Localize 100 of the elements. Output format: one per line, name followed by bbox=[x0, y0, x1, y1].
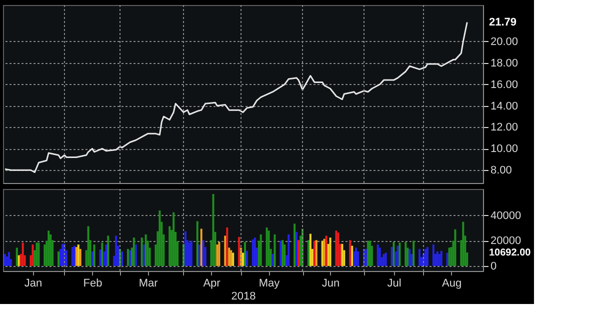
bar bbox=[376, 244, 379, 266]
bar bbox=[436, 251, 438, 266]
bar bbox=[418, 248, 421, 266]
bar bbox=[268, 230, 270, 266]
x-tick-label: May bbox=[258, 278, 280, 290]
bar bbox=[296, 232, 298, 266]
bar bbox=[242, 252, 244, 266]
x-tick-label: Jun bbox=[322, 278, 340, 290]
bar bbox=[212, 194, 214, 266]
bar bbox=[246, 250, 248, 266]
bar bbox=[198, 244, 200, 266]
x-axis-title: 2018 bbox=[231, 290, 256, 302]
bar bbox=[335, 230, 338, 266]
bar bbox=[105, 244, 108, 266]
y-tick-label: 40000 bbox=[490, 210, 522, 222]
y-tick-label: 0 bbox=[490, 260, 497, 272]
x-tick-label: Jan bbox=[24, 278, 42, 290]
bar bbox=[44, 244, 46, 266]
bar bbox=[58, 251, 60, 266]
bar bbox=[288, 234, 290, 266]
bar bbox=[232, 252, 234, 266]
y-tick-label: 8.00 bbox=[490, 164, 512, 177]
bar bbox=[368, 240, 371, 266]
bar bbox=[349, 240, 352, 266]
bar bbox=[87, 226, 90, 266]
x-tick-label: Apr bbox=[203, 278, 221, 290]
bar bbox=[366, 240, 369, 266]
bar bbox=[230, 250, 232, 266]
bar bbox=[4, 254, 6, 266]
bar bbox=[121, 251, 124, 266]
bar bbox=[298, 240, 300, 266]
y-tick-label: 18.00 bbox=[490, 57, 518, 70]
bar bbox=[196, 221, 198, 266]
bar bbox=[309, 234, 312, 266]
x-tick-label: Jul bbox=[387, 278, 402, 290]
bar bbox=[384, 252, 387, 266]
bar bbox=[107, 236, 110, 266]
bar bbox=[218, 242, 220, 266]
bar bbox=[77, 244, 80, 266]
x-tick-label: Feb bbox=[83, 278, 102, 290]
line-series bbox=[4, 22, 468, 174]
bar bbox=[307, 240, 310, 266]
bar bbox=[36, 242, 38, 266]
bar bbox=[396, 246, 399, 266]
bar bbox=[115, 236, 118, 266]
x-tick-label: Aug bbox=[442, 278, 462, 290]
bar bbox=[158, 210, 161, 266]
bar bbox=[228, 248, 230, 266]
bar bbox=[101, 242, 104, 266]
bar bbox=[294, 224, 296, 266]
x-tick-label: Mar bbox=[138, 278, 158, 290]
bar bbox=[432, 244, 434, 266]
bar bbox=[244, 242, 246, 266]
bar bbox=[440, 250, 442, 266]
bar bbox=[200, 228, 202, 266]
bar bbox=[260, 234, 262, 266]
bar bbox=[404, 242, 407, 266]
bar bbox=[79, 248, 82, 266]
bar bbox=[266, 227, 268, 266]
bar bbox=[38, 242, 40, 266]
bar bbox=[216, 244, 218, 266]
bar bbox=[22, 242, 24, 266]
bar bbox=[238, 236, 240, 266]
bar bbox=[168, 226, 171, 266]
bar bbox=[184, 231, 186, 266]
bar bbox=[140, 238, 143, 266]
bar bbox=[190, 240, 192, 266]
bar bbox=[71, 247, 74, 266]
annotation: 21.79 bbox=[489, 16, 517, 28]
bar bbox=[329, 238, 332, 266]
bar bbox=[357, 251, 360, 266]
bar bbox=[412, 240, 415, 266]
bar bbox=[16, 248, 18, 266]
bar bbox=[172, 212, 175, 266]
bar bbox=[462, 222, 464, 266]
bar bbox=[254, 238, 256, 266]
bar bbox=[353, 251, 356, 266]
bar bbox=[274, 234, 276, 266]
bar bbox=[50, 234, 52, 266]
bar bbox=[351, 246, 354, 266]
bar bbox=[398, 242, 401, 266]
y-tick-label: 12.00 bbox=[490, 122, 518, 134]
bar bbox=[224, 236, 226, 266]
bar bbox=[426, 247, 428, 266]
bar bbox=[226, 227, 228, 266]
bar bbox=[337, 232, 340, 266]
bar bbox=[252, 239, 254, 266]
bar bbox=[202, 240, 204, 266]
bar bbox=[99, 250, 102, 266]
bar bbox=[424, 248, 426, 266]
y-tick-label: 10.00 bbox=[490, 143, 518, 156]
bar bbox=[6, 256, 8, 266]
bar bbox=[392, 242, 395, 266]
annotation: 10692.00 bbox=[489, 247, 532, 258]
bar bbox=[355, 248, 358, 266]
bar bbox=[325, 236, 328, 266]
y-tick-label: 20000 bbox=[490, 235, 522, 248]
bar bbox=[438, 254, 440, 266]
y-tick-label: 16.00 bbox=[490, 78, 518, 91]
bar bbox=[446, 252, 448, 266]
